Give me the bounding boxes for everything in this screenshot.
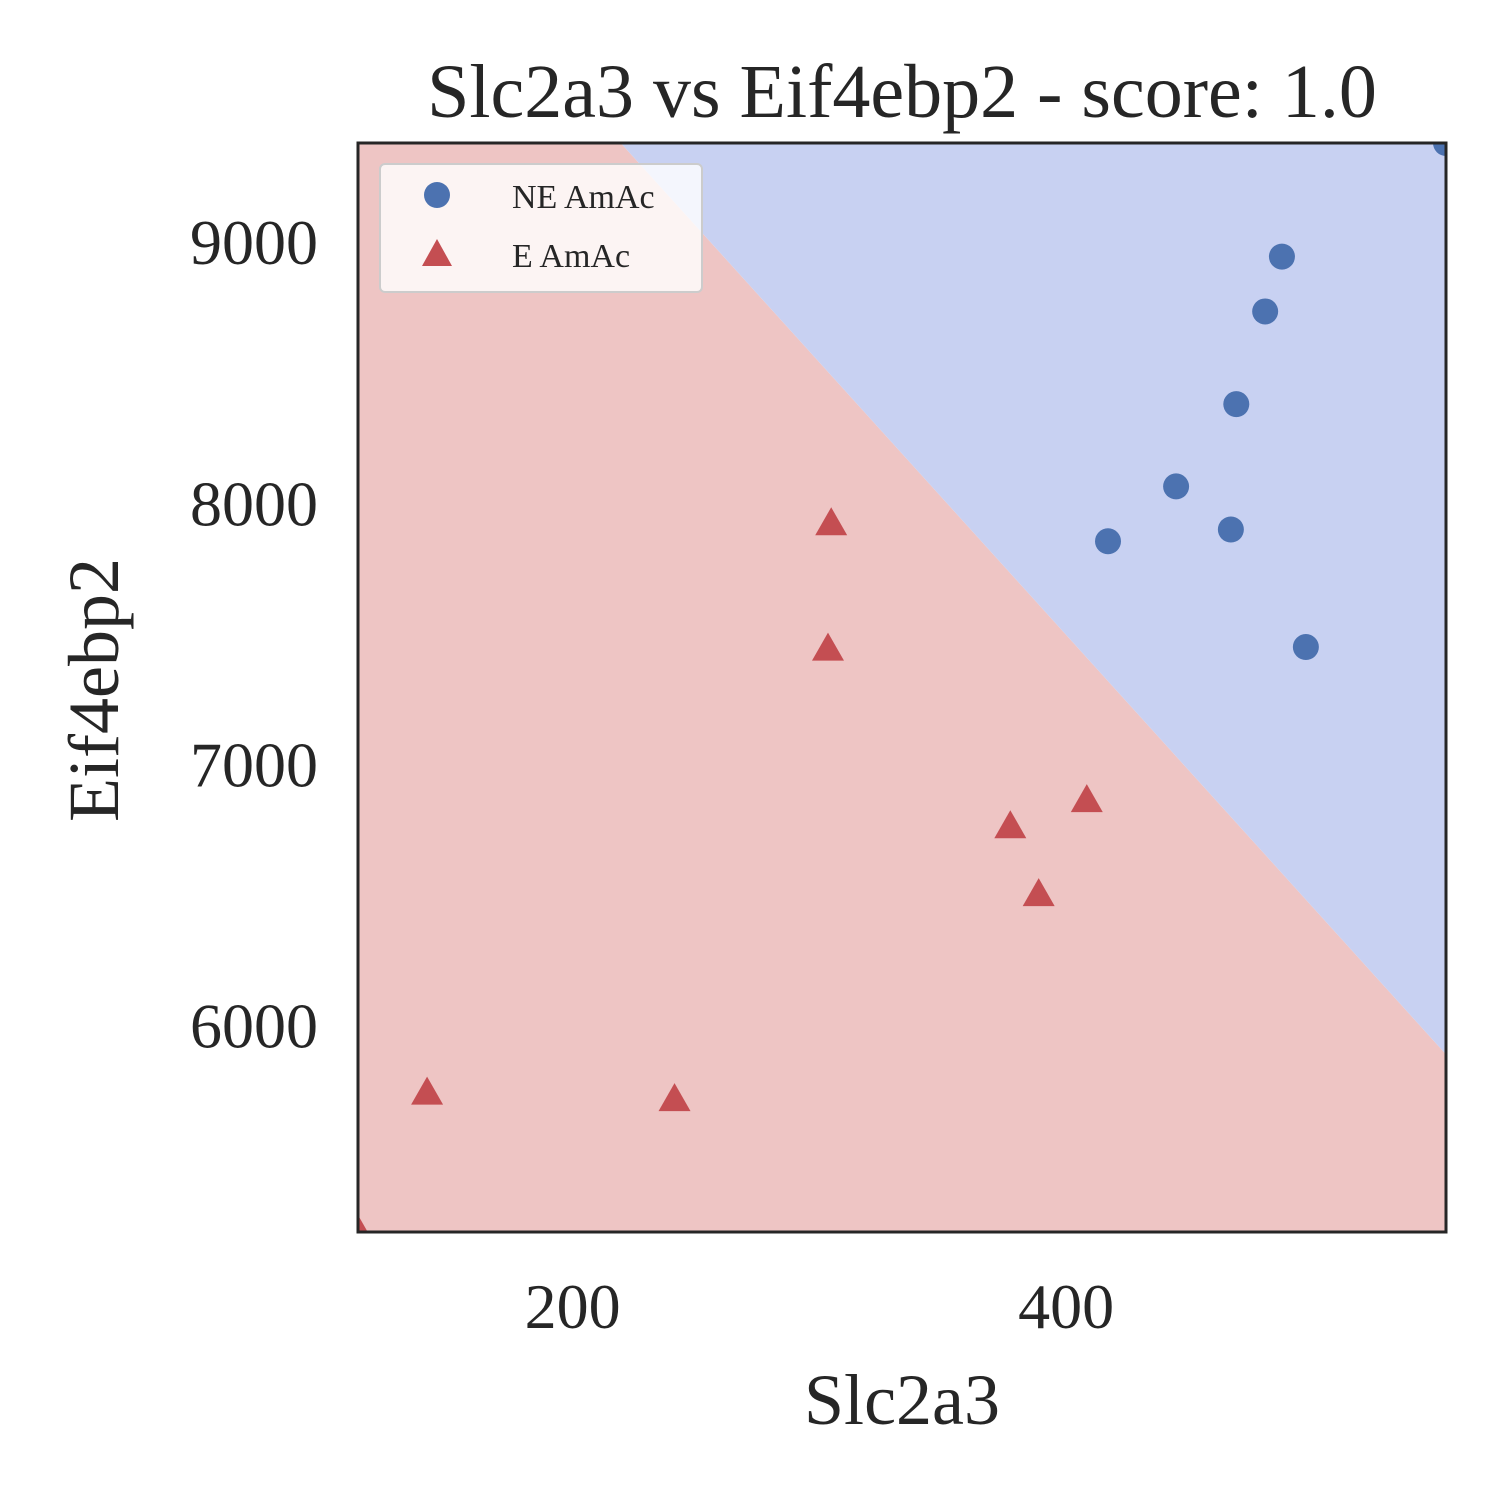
x-tick-label: 200 — [525, 1271, 621, 1342]
point-ne-amac — [1223, 391, 1250, 418]
region-ne-amac — [620, 143, 1446, 1055]
y-axis-ticks: 6000 7000 8000 9000 — [190, 207, 318, 1061]
region-e-amac — [358, 143, 1446, 1232]
point-ne-amac — [1095, 528, 1122, 555]
point-ne-amac — [1433, 143, 1446, 156]
y-tick-label: 6000 — [190, 991, 318, 1062]
legend-box — [379, 163, 703, 293]
point-ne-amac — [1292, 634, 1319, 661]
data-points — [358, 143, 1446, 1232]
point-e-amac — [811, 632, 844, 661]
legend: NE AmAc E AmAc — [379, 163, 703, 293]
legend-marker-e-amac — [422, 239, 452, 266]
point-e-amac — [1022, 878, 1055, 907]
point-e-amac — [815, 507, 848, 536]
point-e-amac — [658, 1083, 691, 1112]
point-e-amac — [994, 810, 1027, 839]
y-axis-label: Eif4ebp2 — [54, 558, 134, 822]
point-ne-amac — [1217, 516, 1244, 543]
point-ne-amac — [1252, 298, 1279, 325]
point-ne-amac — [1268, 243, 1295, 270]
point-e-amac — [358, 1215, 368, 1232]
point-e-amac — [1070, 784, 1103, 813]
y-tick-label: 9000 — [190, 207, 318, 278]
plot-frame — [356, 141, 1448, 1234]
y-tick-label: 8000 — [190, 468, 318, 539]
decision-regions — [358, 143, 1446, 1232]
point-e-amac — [411, 1076, 444, 1105]
legend-label-ne-amac: NE AmAc — [512, 179, 655, 216]
legend-marker-ne-amac — [424, 182, 450, 208]
legend-label-e-amac: E AmAc — [512, 238, 630, 275]
point-ne-amac — [1163, 473, 1190, 500]
x-tick-label: 400 — [1018, 1271, 1114, 1342]
x-axis-label: Slc2a3 — [804, 1360, 1000, 1440]
chart-title: Slc2a3 vs Eif4ebp2 - score: 1.0 — [427, 50, 1377, 134]
x-axis-ticks: 200 400 — [525, 1271, 1114, 1342]
y-tick-label: 7000 — [190, 730, 318, 801]
